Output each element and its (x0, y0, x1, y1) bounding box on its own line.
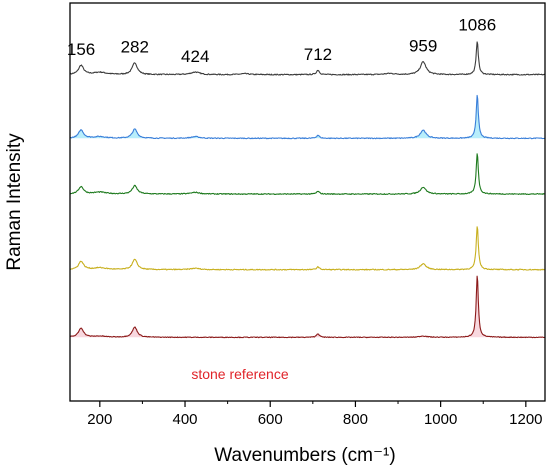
x-tick-label: 800 (343, 411, 368, 428)
series-2-line (69, 153, 546, 196)
x-axis-label: Wavenumbers (cm⁻¹) (214, 445, 395, 466)
peak-label-1086: 1086 (458, 16, 496, 35)
plot-frame (69, 2, 546, 402)
x-tick-label: 400 (173, 411, 198, 428)
series-0-line (69, 41, 545, 76)
x-tick-label: 1200 (509, 411, 542, 428)
peak-label-156: 156 (67, 40, 95, 59)
peak-label-959: 959 (409, 37, 437, 56)
y-axis-label: Raman Intensity (4, 133, 25, 271)
series-3-line (69, 226, 545, 271)
peak-labels: 156 282 424 712 959 1086 (67, 16, 496, 66)
x-tick-label: 200 (87, 411, 112, 428)
x-axis-ticks: 200 400 600 800 1000 1200 (87, 401, 543, 428)
series-lines (69, 41, 546, 339)
peak-label-282: 282 (121, 38, 149, 57)
series-1-line (70, 94, 545, 140)
stone-reference-annotation: stone reference (191, 366, 288, 382)
peak-label-424: 424 (181, 47, 209, 66)
x-tick-label: 600 (258, 411, 283, 428)
x-tick-label: 1000 (424, 411, 457, 428)
series-4-line (69, 275, 545, 339)
peak-label-712: 712 (304, 45, 332, 64)
